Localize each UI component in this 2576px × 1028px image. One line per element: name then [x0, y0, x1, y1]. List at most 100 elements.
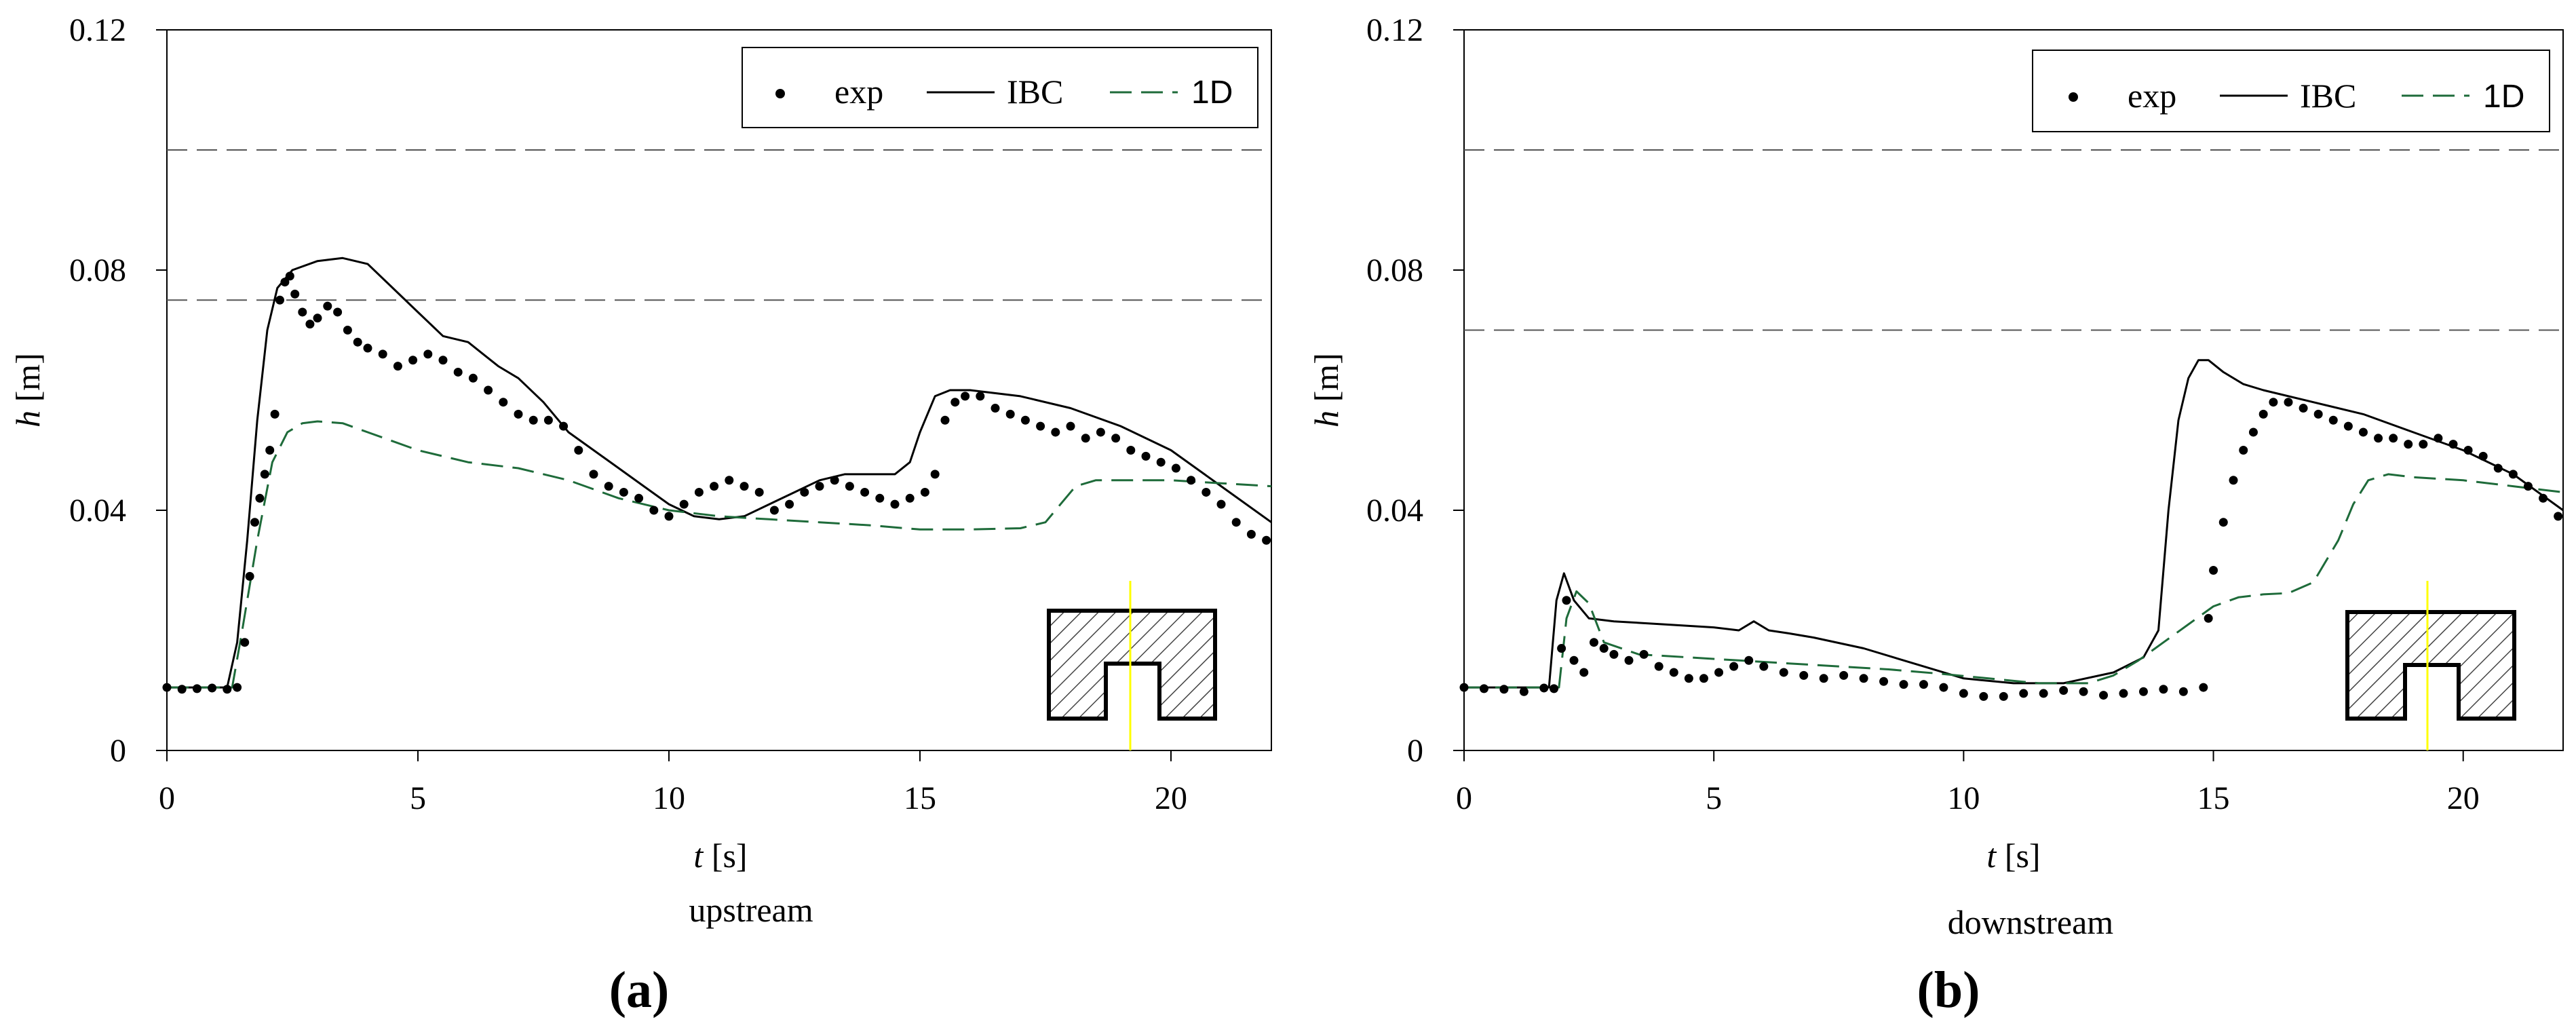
exp-data-point — [2523, 482, 2533, 491]
exp-data-point — [619, 487, 628, 497]
exp-data-point — [1557, 644, 1566, 653]
exp-data-point — [589, 470, 598, 479]
exp-data-point — [240, 638, 250, 647]
exp-data-point — [1879, 677, 1889, 686]
exp-data-point — [2199, 683, 2208, 692]
exp-data-point — [223, 685, 232, 694]
exp-data-point — [845, 482, 854, 491]
exp-data-point — [1479, 684, 1488, 693]
exp-data-point — [285, 271, 294, 281]
exp-data-point — [1246, 529, 1256, 539]
exp-data-point — [1562, 596, 1571, 605]
exp-data-point — [275, 295, 284, 305]
exp-data-point — [664, 512, 674, 521]
exp-data-point — [1714, 668, 1724, 677]
exp-data-point — [298, 307, 307, 317]
panel-a: 0 5 10 15 20 0 0.04 0.08 0.12 exp IBC 1D h [m] — [9, 12, 1272, 1019]
exp-data-point — [2258, 409, 2268, 419]
exp-data-point — [1005, 409, 1015, 419]
exp-data-point — [363, 343, 372, 353]
exp-data-point — [323, 301, 332, 311]
exp-data-point — [270, 409, 280, 419]
exp-data-point — [725, 476, 734, 485]
exp-data-point — [305, 320, 315, 329]
exp-data-point — [2204, 613, 2213, 623]
x-tick-label: 5 — [1706, 780, 1722, 816]
exp-data-point — [1171, 463, 1180, 473]
exp-data-point — [208, 683, 217, 693]
exp-data-point — [905, 493, 915, 503]
legend-label-1d: 1D — [1191, 75, 1233, 111]
exp-data-point — [2284, 398, 2293, 407]
exp-data-point — [265, 446, 275, 455]
exp-data-point — [1939, 683, 1948, 692]
exp-data-point — [2138, 687, 2148, 696]
exp-data-point — [1459, 683, 1469, 692]
panel-b: 0 5 10 15 20 0 0.04 0.08 0.12 exp IBC 1D h [m] — [1307, 12, 2564, 1019]
exp-data-point — [1654, 662, 1664, 671]
panel-label: (a) — [609, 962, 670, 1019]
series-exp — [1459, 398, 2563, 701]
exp-data-point — [2374, 434, 2383, 443]
exp-data-point — [1579, 668, 1589, 677]
exp-data-point — [1959, 689, 1968, 698]
exp-data-point — [453, 367, 463, 377]
exp-data-point — [785, 499, 794, 509]
y-tick-label: 0.04 — [69, 493, 126, 529]
exp-data-point — [2059, 686, 2069, 695]
exp-data-point — [1126, 446, 1136, 455]
panel-caption: upstream — [689, 891, 813, 929]
exp-data-point — [162, 683, 172, 692]
cross-section-shape — [1047, 609, 1217, 721]
exp-data-point — [1759, 662, 1769, 671]
exp-data-point — [2229, 476, 2238, 485]
exp-data-point — [423, 349, 433, 359]
exp-data-point — [1744, 655, 1754, 665]
exp-data-point — [1111, 434, 1121, 443]
reference-lines — [167, 149, 1271, 301]
y-tick-label: 0.08 — [69, 252, 126, 288]
exp-data-point — [2119, 689, 2128, 698]
exp-data-point — [2493, 463, 2503, 473]
exp-data-point — [679, 499, 689, 509]
legend-box — [742, 47, 1258, 128]
cross-section-shape — [2345, 610, 2516, 721]
legend-label-exp: exp — [834, 73, 883, 111]
exp-data-point — [2209, 566, 2218, 575]
exp-data-point — [1669, 668, 1678, 677]
exp-data-point — [514, 409, 523, 419]
y-ticks: 0 0.04 0.08 0.12 — [1366, 12, 1464, 769]
series-1d — [167, 420, 1272, 689]
exp-data-point — [2269, 398, 2278, 407]
exp-data-point — [1499, 685, 1509, 694]
exp-data-point — [333, 307, 343, 317]
exp-data-point — [830, 476, 839, 485]
exp-data-point — [976, 392, 985, 401]
x-tick-label: 5 — [410, 780, 426, 816]
exp-data-point — [255, 493, 265, 503]
exp-data-point — [1262, 535, 1271, 545]
exp-data-point — [313, 313, 322, 323]
exp-data-point — [484, 385, 493, 395]
exp-data-point — [177, 685, 187, 694]
x-tick-label: 10 — [1947, 780, 1980, 816]
legend-label-ibc: IBC — [1007, 73, 1063, 111]
exp-data-point — [2099, 691, 2109, 700]
exp-data-point — [649, 506, 659, 515]
exp-data-point — [1684, 674, 1693, 683]
exp-data-point — [800, 487, 809, 497]
exp-data-point — [290, 289, 300, 299]
legend-marker-exp — [2069, 92, 2078, 102]
exp-data-point — [1141, 451, 1151, 461]
exp-data-point — [353, 337, 362, 347]
exp-data-point — [1899, 680, 1908, 689]
legend-label-exp: exp — [2128, 77, 2176, 115]
exp-data-point — [1051, 427, 1060, 437]
exp-data-point — [1081, 434, 1090, 443]
y-ticks: 0 0.04 0.08 0.12 — [69, 12, 167, 769]
legend-label-ibc: IBC — [2300, 77, 2356, 115]
plot-frame — [166, 29, 1272, 751]
exp-data-point — [1639, 649, 1649, 659]
exp-data-point — [2019, 689, 2029, 698]
